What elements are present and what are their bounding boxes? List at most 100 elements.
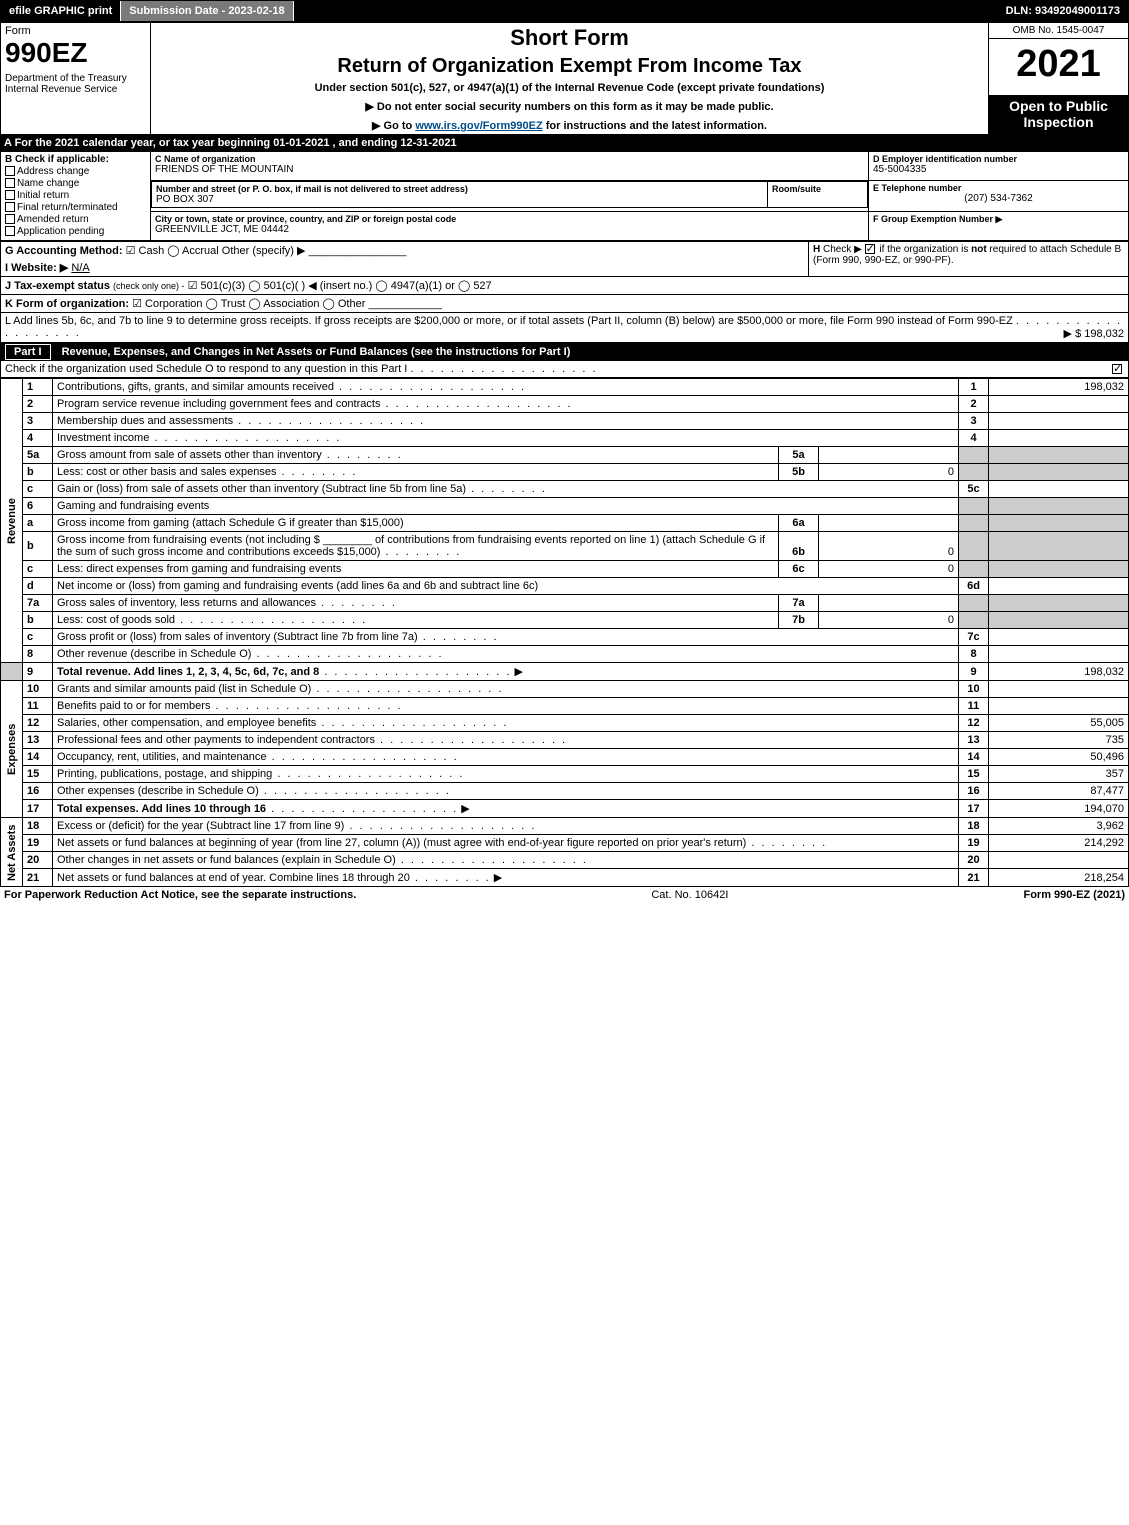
open-public-badge: Open to Public Inspection <box>989 95 1129 134</box>
line-9-amount: 198,032 <box>989 663 1129 681</box>
line-17-amount: 194,070 <box>989 800 1129 818</box>
line-7a-desc: Gross sales of inventory, less returns a… <box>53 595 779 612</box>
line-7b-ref-shaded <box>959 612 989 629</box>
line-2-ref: 2 <box>959 396 989 413</box>
form-word: Form <box>5 25 146 37</box>
check-address-change[interactable]: Address change <box>5 166 146 177</box>
line-6c-subcol: 6c <box>779 561 819 578</box>
line-5a-subcol: 5a <box>779 447 819 464</box>
city-label: City or town, state or province, country… <box>155 214 864 224</box>
part1-check-row: Check if the organization used Schedule … <box>1 361 1129 378</box>
acct-other: Other (specify) ▶ ________________ <box>222 245 407 257</box>
part1-header-table: Part I Revenue, Expenses, and Changes in… <box>0 343 1129 378</box>
street-value: PO BOX 307 <box>156 194 763 205</box>
line-4-desc: Investment income <box>53 430 959 447</box>
part1-check-box[interactable] <box>1112 363 1124 375</box>
check-initial-return[interactable]: Initial return <box>5 190 146 201</box>
irs-link[interactable]: www.irs.gov/Form990EZ <box>415 120 542 132</box>
info-block-table: B Check if applicable: Address change Na… <box>0 151 1129 241</box>
topbar-spacer <box>294 1 998 21</box>
section-c-name-cell: C Name of organization FRIENDS OF THE MO… <box>151 152 869 181</box>
section-j-label: J Tax-exempt status <box>5 280 110 292</box>
efile-label: efile GRAPHIC print <box>1 1 121 21</box>
line-20-desc: Other changes in net assets or fund bala… <box>53 852 959 869</box>
instr2-suffix: for instructions and the latest informat… <box>543 120 767 132</box>
line-9-desc: Total revenue. Add lines 1, 2, 3, 4, 5c,… <box>53 663 959 681</box>
header-left-cell: Form 990EZ Department of the Treasury In… <box>1 23 151 135</box>
line-6a-ref-shaded <box>959 515 989 532</box>
line-18-amount: 3,962 <box>989 818 1129 835</box>
city-value: GREENVILLE JCT, ME 04442 <box>155 224 864 235</box>
line-6a-subval <box>819 515 959 532</box>
line-14-amount: 50,496 <box>989 749 1129 766</box>
line-7b-subcol: 7b <box>779 612 819 629</box>
line-16-desc: Other expenses (describe in Schedule O) <box>53 783 959 800</box>
section-h-cell: H Check ▶ if the organization is not req… <box>809 242 1129 277</box>
section-b-cell: B Check if applicable: Address change Na… <box>1 152 151 241</box>
street-label: Number and street (or P. O. box, if mail… <box>156 184 763 194</box>
line-6d-num: d <box>23 578 53 595</box>
website-value: N/A <box>71 262 89 274</box>
line-15-amount: 357 <box>989 766 1129 783</box>
dept-label: Department of the Treasury Internal Reve… <box>5 73 146 95</box>
line-7c-desc: Gross profit or (loss) from sales of inv… <box>53 629 959 646</box>
line-5b-desc: Less: cost or other basis and sales expe… <box>53 464 779 481</box>
line-9-ref: 9 <box>959 663 989 681</box>
section-j-note: (check only one) - <box>113 281 185 291</box>
line-5a-amt-shaded <box>989 447 1129 464</box>
line-7c-ref: 7c <box>959 629 989 646</box>
check-final-return[interactable]: Final return/terminated <box>5 202 146 213</box>
line-17-num: 17 <box>23 800 53 818</box>
line-9-num: 9 <box>23 663 53 681</box>
line-5b-ref-shaded <box>959 464 989 481</box>
line-10-ref: 10 <box>959 681 989 698</box>
line-1-desc: Contributions, gifts, grants, and simila… <box>53 379 959 396</box>
line-12-num: 12 <box>23 715 53 732</box>
line-5b-subval: 0 <box>819 464 959 481</box>
line-3-num: 3 <box>23 413 53 430</box>
line-5b-amt-shaded <box>989 464 1129 481</box>
line-11-desc: Benefits paid to or for members <box>53 698 959 715</box>
check-amended-return[interactable]: Amended return <box>5 214 146 225</box>
section-e-cell: E Telephone number (207) 534-7362 <box>869 180 1129 211</box>
line-7a-num: 7a <box>23 595 53 612</box>
line-6a-amt-shaded <box>989 515 1129 532</box>
instr2-prefix: ▶ Go to <box>372 120 415 132</box>
section-f-label: F Group Exemption Number ▶ <box>873 214 1124 225</box>
line-6c-amt-shaded <box>989 561 1129 578</box>
section-c-label: C Name of organization <box>155 154 864 164</box>
line-2-desc: Program service revenue including govern… <box>53 396 959 413</box>
line-7c-num: c <box>23 629 53 646</box>
line-10-desc: Grants and similar amounts paid (list in… <box>53 681 959 698</box>
part1-label: Part I <box>5 344 51 360</box>
footer-right: Form 990-EZ (2021) <box>1023 889 1125 901</box>
line-15-num: 15 <box>23 766 53 783</box>
section-l-cell: L Add lines 5b, 6c, and 7b to line 9 to … <box>1 313 1129 343</box>
line-7a-amt-shaded <box>989 595 1129 612</box>
section-g-cell: G Accounting Method: ☑ Cash ◯ Accrual Ot… <box>1 242 809 260</box>
phone-value: (207) 534-7362 <box>873 193 1124 204</box>
line-21-amount: 218,254 <box>989 869 1129 887</box>
line-17-desc: Total expenses. Add lines 10 through 16 … <box>53 800 959 818</box>
line-7a-ref-shaded <box>959 595 989 612</box>
check-name-change[interactable]: Name change <box>5 178 146 189</box>
line-4-ref: 4 <box>959 430 989 447</box>
line-21-num: 21 <box>23 869 53 887</box>
section-j-cell: J Tax-exempt status (check only one) - ☑… <box>1 277 1129 295</box>
section-c-street-cell: Number and street (or P. O. box, if mail… <box>151 180 869 211</box>
section-k-label: K Form of organization: <box>5 298 129 310</box>
line-14-desc: Occupancy, rent, utilities, and maintena… <box>53 749 959 766</box>
line-13-ref: 13 <box>959 732 989 749</box>
line-8-amount <box>989 646 1129 663</box>
line-18-desc: Excess or (deficit) for the year (Subtra… <box>53 818 959 835</box>
line-20-amount <box>989 852 1129 869</box>
instruction-1: ▶ Do not enter social security numbers o… <box>155 100 984 113</box>
line-6c-subval: 0 <box>819 561 959 578</box>
line-4-num: 4 <box>23 430 53 447</box>
line-15-desc: Printing, publications, postage, and shi… <box>53 766 959 783</box>
check-application-pending[interactable]: Application pending <box>5 226 146 237</box>
section-g-label: G Accounting Method: <box>5 245 123 257</box>
top-bar: efile GRAPHIC print Submission Date - 20… <box>0 0 1129 22</box>
line-19-desc: Net assets or fund balances at beginning… <box>53 835 959 852</box>
line-5b-subcol: 5b <box>779 464 819 481</box>
